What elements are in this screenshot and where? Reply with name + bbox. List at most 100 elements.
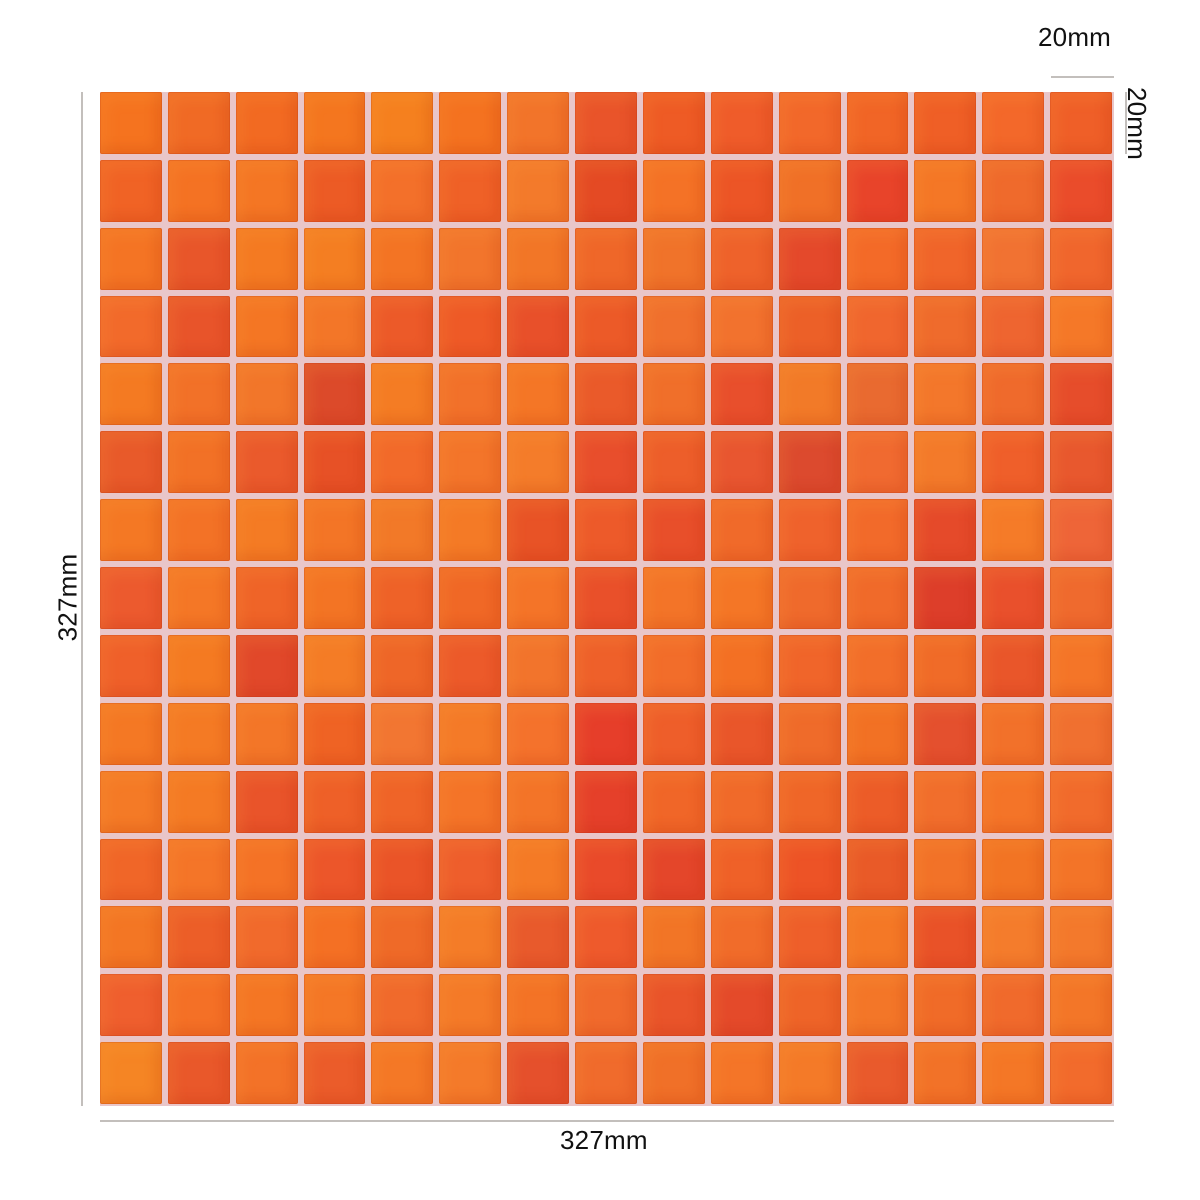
mosaic-tile bbox=[303, 770, 366, 833]
mosaic-tile bbox=[1050, 1042, 1112, 1104]
mosaic-tile bbox=[439, 634, 502, 697]
mosaic-tile bbox=[100, 431, 162, 494]
mosaic-tile bbox=[914, 974, 977, 1037]
mosaic-tile bbox=[710, 974, 773, 1037]
mosaic-tile bbox=[371, 702, 434, 765]
mosaic-tile bbox=[235, 159, 298, 222]
mosaic-tile bbox=[710, 227, 773, 290]
mosaic-tile bbox=[1050, 770, 1112, 833]
mosaic-tile bbox=[710, 159, 773, 222]
mosaic-tile bbox=[982, 1042, 1045, 1104]
mosaic-tile bbox=[1050, 838, 1112, 901]
mosaic-tile bbox=[507, 974, 570, 1037]
mosaic-tile bbox=[710, 1042, 773, 1104]
mosaic-tile bbox=[303, 838, 366, 901]
mosaic-tile bbox=[778, 363, 841, 426]
mosaic-tile bbox=[371, 1042, 434, 1104]
mosaic-tile bbox=[1050, 499, 1112, 562]
mosaic-tile bbox=[575, 906, 637, 969]
mosaic-tile bbox=[778, 431, 841, 494]
mosaic-tile bbox=[914, 227, 977, 290]
mosaic-tile bbox=[439, 770, 502, 833]
mosaic-tile bbox=[1050, 227, 1112, 290]
mosaic-tile bbox=[1050, 567, 1112, 629]
mosaic-tile bbox=[710, 634, 773, 697]
sheet-width-label: 327mm bbox=[560, 1125, 648, 1155]
mosaic-tile bbox=[642, 770, 705, 833]
mosaic-tile bbox=[846, 431, 909, 494]
mosaic-tile bbox=[507, 567, 570, 629]
mosaic-tile bbox=[778, 1042, 841, 1104]
mosaic-tile bbox=[846, 634, 909, 697]
mosaic-tile bbox=[710, 567, 773, 629]
mosaic-tile bbox=[846, 295, 909, 358]
mosaic-tile bbox=[710, 92, 773, 154]
mosaic-tile bbox=[846, 227, 909, 290]
mosaic-tile bbox=[439, 227, 502, 290]
mosaic-tile bbox=[371, 906, 434, 969]
mosaic-tile bbox=[235, 770, 298, 833]
mosaic-tile bbox=[982, 295, 1045, 358]
tile-width-dimension-line bbox=[1051, 76, 1114, 78]
mosaic-tile bbox=[100, 295, 162, 358]
mosaic-tile bbox=[100, 1042, 162, 1104]
mosaic-tile bbox=[575, 567, 637, 629]
mosaic-tile bbox=[575, 702, 637, 765]
mosaic-tile bbox=[982, 567, 1045, 629]
mosaic-tile bbox=[642, 838, 705, 901]
mosaic-tile bbox=[439, 702, 502, 765]
mosaic-tile bbox=[167, 567, 230, 629]
mosaic-tile bbox=[778, 634, 841, 697]
mosaic-tile bbox=[100, 770, 162, 833]
mosaic-tile bbox=[914, 838, 977, 901]
mosaic-tile bbox=[303, 499, 366, 562]
mosaic-tile bbox=[303, 702, 366, 765]
mosaic-tile bbox=[1050, 92, 1112, 154]
mosaic-tile bbox=[303, 363, 366, 426]
mosaic-tile bbox=[982, 431, 1045, 494]
mosaic-tile bbox=[914, 1042, 977, 1104]
mosaic-tile bbox=[100, 159, 162, 222]
mosaic-tile bbox=[1050, 431, 1112, 494]
mosaic-tile bbox=[507, 92, 570, 154]
tile-width-label: 20mm bbox=[1038, 22, 1112, 52]
mosaic-tile bbox=[235, 567, 298, 629]
sheet-width-dimension-line bbox=[100, 1120, 1114, 1122]
mosaic-tile bbox=[642, 363, 705, 426]
mosaic-tile bbox=[710, 499, 773, 562]
mosaic-tile bbox=[507, 227, 570, 290]
mosaic-tile bbox=[100, 702, 162, 765]
mosaic-tile bbox=[100, 974, 162, 1037]
tile-height-dimension-line bbox=[1125, 92, 1127, 154]
mosaic-tile bbox=[167, 363, 230, 426]
mosaic-tile bbox=[439, 92, 502, 154]
mosaic-tile bbox=[439, 159, 502, 222]
mosaic-tile bbox=[575, 227, 637, 290]
mosaic-tile bbox=[778, 838, 841, 901]
mosaic-tile bbox=[167, 974, 230, 1037]
mosaic-tile bbox=[642, 499, 705, 562]
mosaic-tile bbox=[642, 906, 705, 969]
mosaic-tile bbox=[507, 499, 570, 562]
mosaic-tile bbox=[982, 363, 1045, 426]
mosaic-tile bbox=[100, 227, 162, 290]
mosaic-tile bbox=[371, 567, 434, 629]
mosaic-tile bbox=[371, 295, 434, 358]
mosaic-tile bbox=[642, 567, 705, 629]
mosaic-tile bbox=[303, 295, 366, 358]
mosaic-tile bbox=[982, 227, 1045, 290]
mosaic-tile bbox=[710, 431, 773, 494]
mosaic-tile bbox=[439, 499, 502, 562]
mosaic-tile bbox=[778, 499, 841, 562]
mosaic-tile bbox=[303, 92, 366, 154]
mosaic-tile bbox=[100, 363, 162, 426]
sheet-height-dimension-line bbox=[81, 92, 83, 1106]
mosaic-tile bbox=[235, 431, 298, 494]
mosaic-tile bbox=[1050, 159, 1112, 222]
mosaic-tile bbox=[575, 363, 637, 426]
mosaic-tile bbox=[439, 838, 502, 901]
mosaic-tile bbox=[575, 974, 637, 1037]
mosaic-tile bbox=[575, 770, 637, 833]
mosaic-tile bbox=[303, 1042, 366, 1104]
mosaic-tile bbox=[575, 838, 637, 901]
